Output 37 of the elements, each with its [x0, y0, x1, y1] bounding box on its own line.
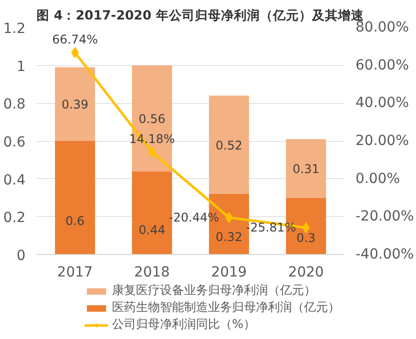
legend-label: 康复医疗设备业务归母净利润（亿元）: [112, 282, 316, 299]
y2-tick-label: 20.00%: [356, 133, 409, 149]
data-label: 66.74%: [52, 32, 98, 47]
y2-tick-label: -40.00%: [356, 246, 414, 262]
y-tick-label: 0.8: [3, 96, 26, 113]
bar: [286, 139, 326, 198]
bar: [54, 141, 96, 254]
bar: [54, 67, 96, 141]
data-label: 0.44: [138, 223, 166, 238]
data-label: 0.31: [292, 162, 320, 176]
bar: [132, 65, 172, 172]
data-label: 0.32: [216, 230, 242, 244]
y-tick-label: 1.2: [3, 21, 26, 37]
x-tick-label: 2019: [211, 264, 247, 280]
y2-tick-label: 80.00%: [356, 20, 409, 36]
y-tick-label: 1: [16, 58, 26, 75]
data-label: 0.39: [62, 98, 88, 112]
y2-tick-label: 60.00%: [356, 57, 409, 74]
y-tick-label: 0: [16, 248, 26, 264]
y2-tick-label: 0.00%: [356, 170, 400, 187]
y-tick-label: 0.6: [3, 134, 26, 150]
legend-label: 医药生物智能制造业务归母净利润（亿元）: [112, 299, 340, 316]
data-label: 0.3: [296, 230, 316, 245]
chart-title: 图 4：2017-2020 年公司归母净利润（亿元）及其增速: [36, 8, 365, 22]
y-tick-label: 0.4: [3, 172, 26, 188]
data-label: 0.6: [65, 214, 85, 228]
x-tick-label: 2020: [288, 264, 324, 280]
data-label: 0.56: [138, 112, 166, 126]
y-tick-label: 0.2: [3, 210, 26, 226]
y2-tick-label: -20.00%: [356, 208, 414, 225]
point: [225, 212, 233, 223]
legend-label: 公司归母净利润同比（%）: [112, 316, 256, 333]
data-label: 0.52: [216, 138, 242, 152]
x-tick-label: 2017: [57, 264, 93, 280]
bar: [208, 96, 250, 194]
y2-tick-label: 40.00%: [356, 95, 409, 112]
x-tick-label: 2018: [134, 264, 170, 280]
